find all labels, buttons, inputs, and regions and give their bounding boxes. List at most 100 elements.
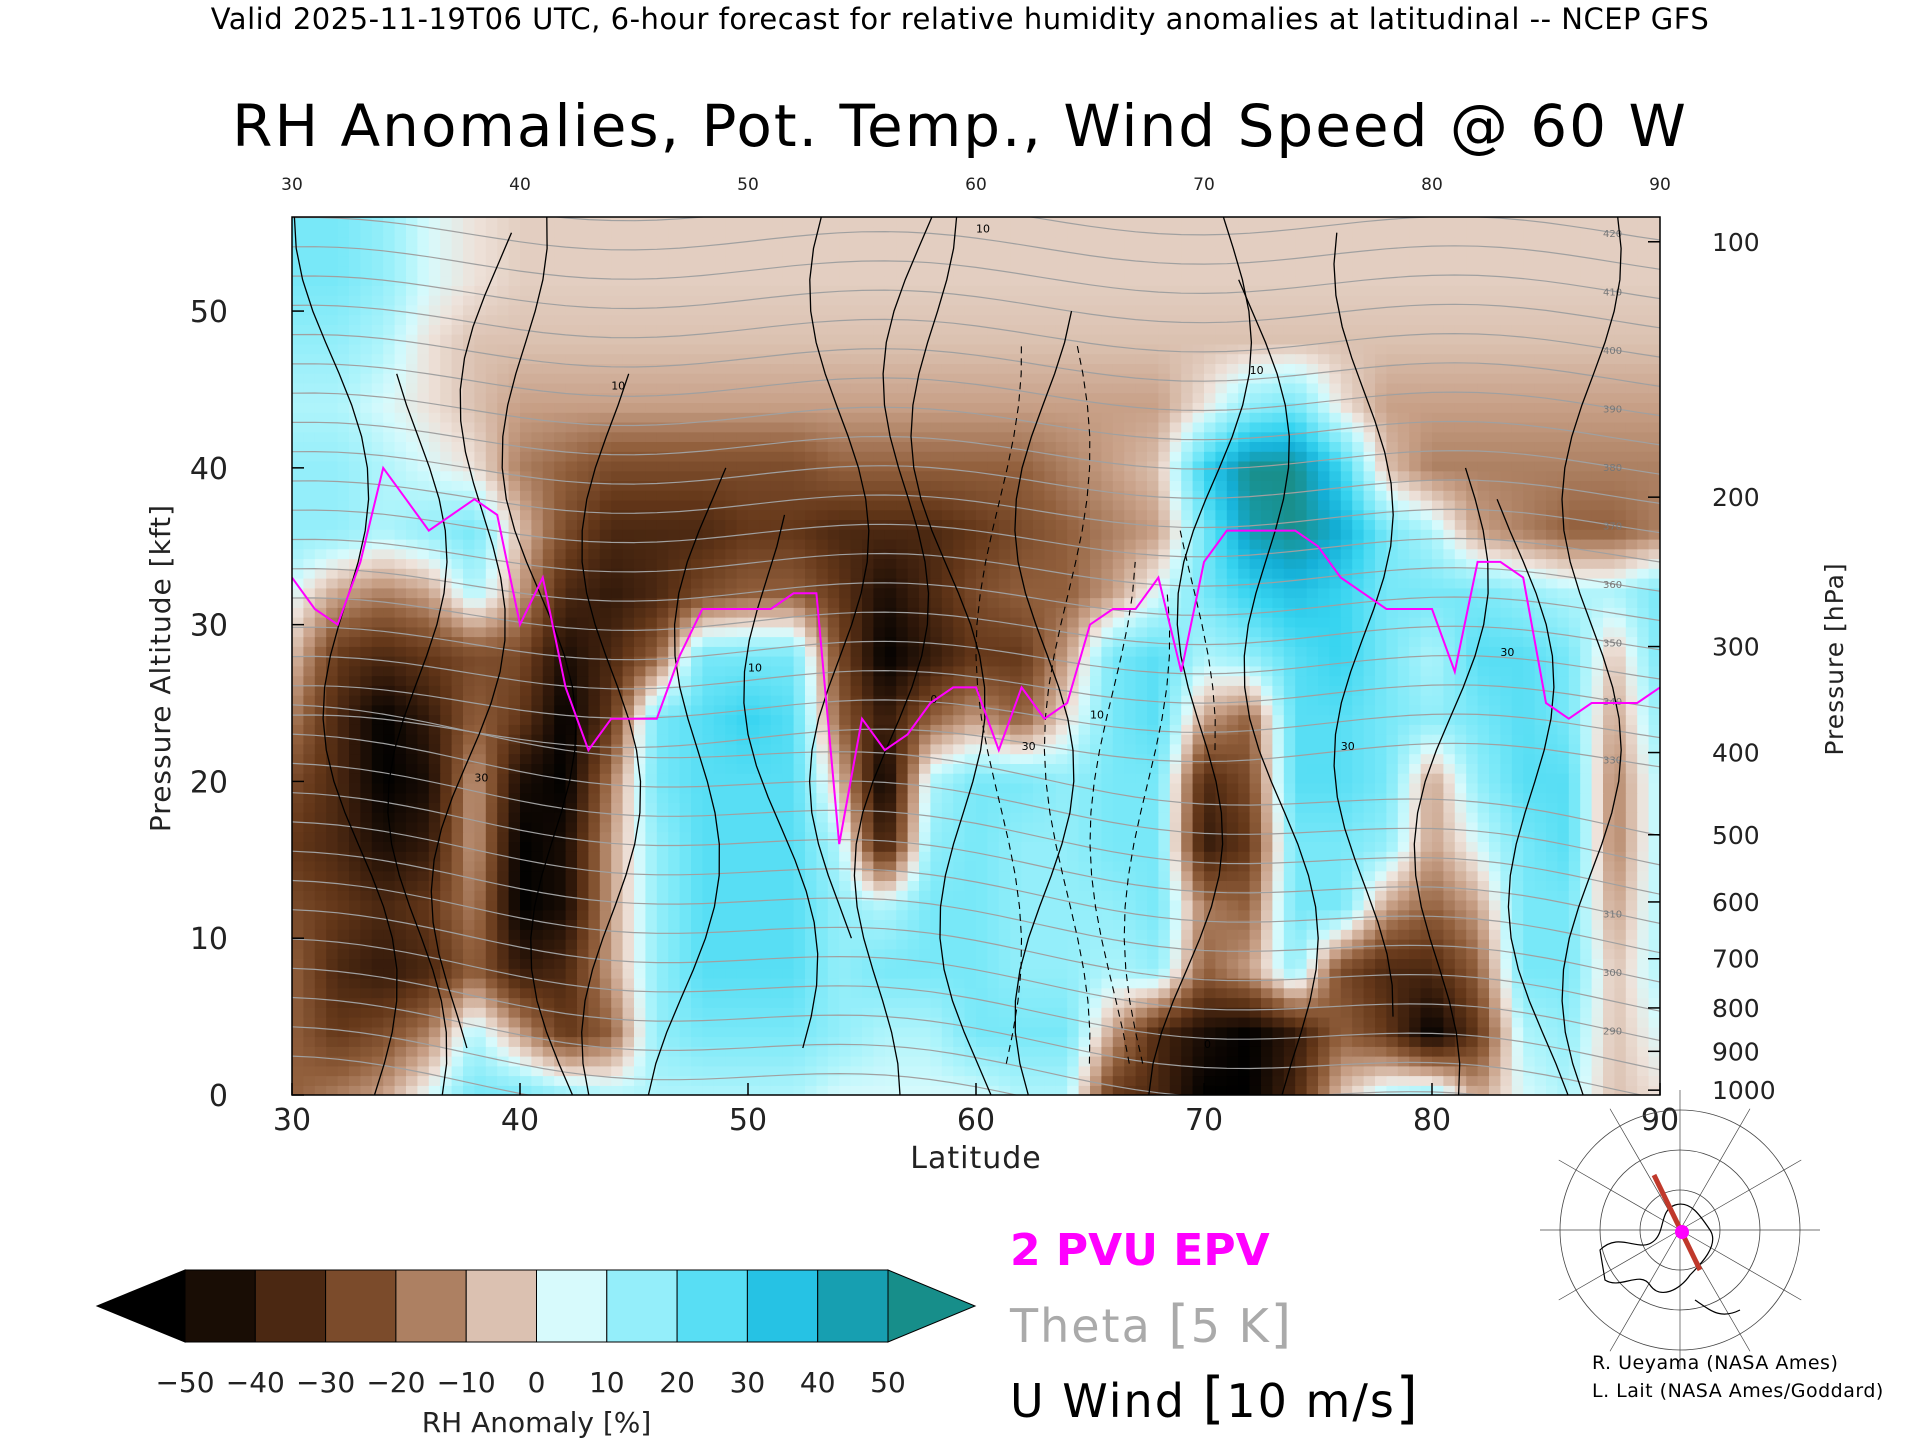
rh-cell: [1147, 714, 1159, 725]
rh-cell: [1546, 1026, 1558, 1038]
rh-cell: [1648, 860, 1660, 872]
rh-cell: [417, 997, 430, 1008]
rh-cell: [326, 782, 339, 794]
rh-cell: [850, 909, 863, 920]
rh-cell: [725, 1026, 738, 1038]
rh-cell: [1568, 1085, 1581, 1095]
rh-cell: [691, 880, 703, 891]
rh-cell: [1375, 948, 1387, 960]
rh-cell: [1580, 773, 1593, 784]
rh-cell: [611, 1085, 624, 1095]
rh-cell: [508, 938, 521, 950]
rh-cell: [1283, 1017, 1296, 1028]
rh-cell: [1101, 724, 1114, 735]
rh-cell: [759, 968, 772, 979]
rh-cell: [360, 743, 373, 755]
rh-cell: [1386, 734, 1399, 745]
rh-cell: [953, 782, 966, 794]
rh-cell: [907, 743, 920, 755]
rh-cell: [1261, 802, 1273, 813]
rh-cell: [497, 1007, 510, 1018]
rh-cell: [428, 704, 441, 716]
rh-cell: [1648, 899, 1660, 911]
rh-cell: [1021, 1056, 1034, 1067]
rh-cell: [1580, 782, 1593, 794]
rh-cell: [679, 821, 692, 833]
rh-cell: [736, 977, 749, 989]
rh-cell: [964, 753, 977, 764]
rh-cell: [725, 821, 738, 833]
rh-cell: [759, 734, 772, 745]
rh-cell: [1181, 899, 1194, 911]
rh-cell: [531, 929, 544, 940]
rh-cell: [1363, 821, 1376, 833]
rh-cell: [656, 1075, 669, 1086]
rh-cell: [679, 938, 692, 950]
rh-cell: [1204, 743, 1216, 755]
rh-cell: [827, 851, 840, 862]
rh-cell: [371, 704, 384, 716]
rh-cell: [1158, 997, 1171, 1008]
rh-cell: [873, 743, 886, 755]
rh-cell: [1363, 958, 1376, 969]
rh-cell: [474, 958, 487, 969]
rh-cell: [1135, 1017, 1148, 1028]
rh-cell: [987, 782, 1000, 794]
rh-cell: [839, 812, 852, 823]
rh-cell: [1067, 851, 1080, 862]
rh-cell: [656, 1026, 669, 1038]
rh-cell: [554, 685, 567, 696]
rh-cell: [1443, 899, 1456, 911]
rh-cell: [1147, 1046, 1159, 1057]
rh-cell: [782, 899, 795, 911]
rh-cell: [1021, 812, 1034, 823]
rh-cell: [1580, 1007, 1593, 1018]
rh-cell: [1192, 782, 1205, 794]
rh-cell: [599, 987, 612, 999]
rh-cell: [953, 1017, 966, 1028]
rh-cell: [953, 1085, 966, 1095]
rh-cell: [1021, 880, 1034, 891]
rh-cell: [463, 909, 475, 920]
rh-cell: [406, 704, 418, 716]
rh-cell: [1204, 968, 1216, 979]
rh-cell: [941, 1085, 954, 1095]
rh-cell: [1614, 1065, 1627, 1077]
rh-cell: [827, 1017, 840, 1028]
rh-cell: [1375, 831, 1387, 842]
rh-cell: [1181, 821, 1194, 833]
rh-cell: [998, 802, 1011, 813]
rh-cell: [1637, 802, 1650, 813]
rh-cell: [292, 773, 304, 784]
rh-cell: [292, 958, 304, 969]
rh-cell: [1192, 695, 1205, 706]
rh-cell: [1147, 782, 1159, 794]
rh-cell: [896, 968, 909, 979]
rh-cell: [1010, 938, 1023, 950]
rh-cell: [611, 890, 624, 901]
rh-cell: [611, 909, 624, 920]
rh-cell: [862, 958, 874, 969]
rh-cell: [1135, 1007, 1148, 1018]
rh-cell: [406, 792, 418, 803]
rh-cell: [1169, 714, 1182, 725]
rh-cell: [1500, 997, 1513, 1008]
rh-cell: [1603, 1036, 1615, 1047]
rh-cell: [554, 1026, 567, 1038]
rh-cell: [428, 880, 441, 891]
rh-cell: [531, 968, 544, 979]
rh-cell: [1523, 880, 1536, 891]
rh-cell: [805, 724, 817, 735]
rh-cell: [736, 1046, 749, 1057]
rh-cell: [1078, 763, 1091, 774]
rh-cell: [1397, 743, 1410, 755]
rh-cell: [394, 929, 407, 940]
rh-cell: [1226, 743, 1239, 755]
rh-cell: [748, 704, 760, 716]
rh-cell: [953, 753, 966, 764]
rh-cell: [702, 734, 715, 745]
rh-cell: [1477, 1056, 1490, 1067]
rh-cell: [1306, 792, 1319, 803]
rh-cell: [349, 1036, 361, 1047]
rh-cell: [508, 1007, 521, 1018]
